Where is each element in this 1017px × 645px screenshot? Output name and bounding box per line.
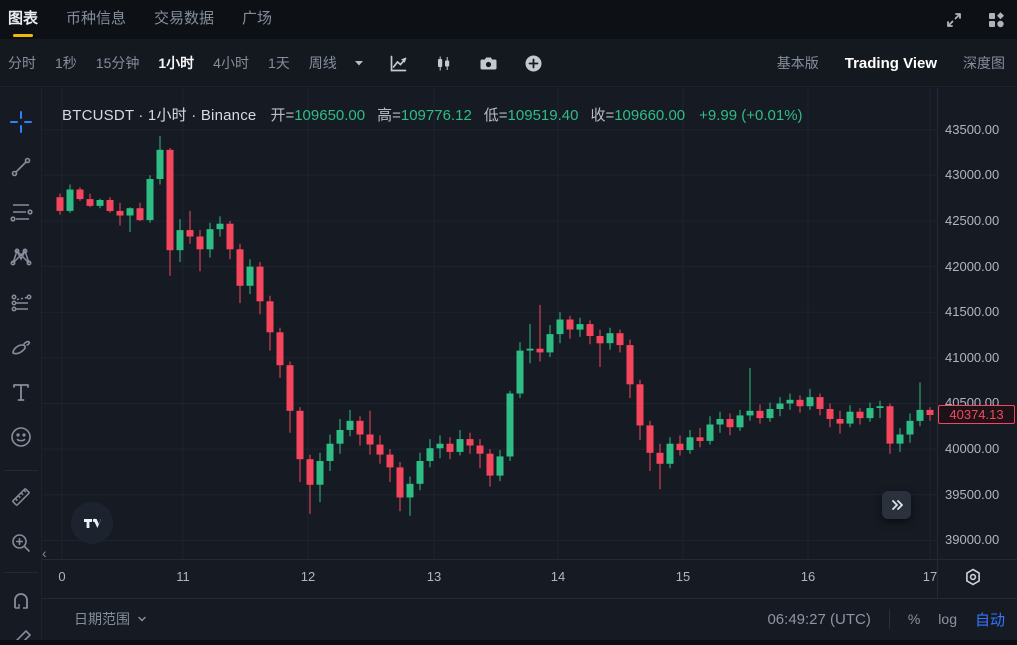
bottom-strip — [0, 640, 1017, 645]
interval-dropdown-icon[interactable] — [353, 57, 365, 69]
ruler-tool-icon[interactable] — [7, 483, 35, 511]
interval-分时[interactable]: 分时 — [8, 55, 36, 71]
price-axis-label: 43000.00 — [945, 167, 1000, 183]
price-axis[interactable]: 43500.00 43000.00 42500.00 42000.00 41500.00… — [937, 88, 1017, 559]
text-tool-icon[interactable] — [7, 378, 35, 406]
axis-settings-icon[interactable] — [961, 565, 985, 589]
bottom-bar: 日期范围 06:49:27 (UTC) % log 自动 — [42, 599, 1017, 639]
legend-ohlc-fields: 开=109650.00 高=109776.12 低=109519.40 收=10966… — [270, 104, 685, 125]
topbar-icons — [945, 11, 1005, 29]
emoji-tool-icon[interactable] — [7, 423, 35, 451]
forecast-tool-icon[interactable] — [7, 288, 35, 316]
clock-utc[interactable]: 06:49:27 (UTC) — [767, 610, 871, 628]
time-axis-label: 16 — [800, 569, 816, 584]
time-axis-border — [42, 559, 1017, 560]
date-range-button[interactable]: 日期范围 — [74, 609, 147, 629]
price-axis-label: 42000.00 — [945, 258, 1000, 274]
interval-1天[interactable]: 1天 — [267, 55, 290, 71]
zoom-in-tool-icon[interactable] — [7, 529, 35, 557]
time-axis-label: 0 — [58, 569, 66, 584]
main-tabs: 图表 币种信息 交易数据 广场 — [8, 0, 272, 40]
view-0[interactable]: 基本版 — [776, 55, 819, 71]
time-axis-label: 15 — [675, 569, 691, 584]
legend-field: 低=109519.40 — [483, 107, 579, 124]
top-tab-bar: 图表 币种信息 交易数据 广场 — [0, 0, 1017, 40]
toolbar-divider — [4, 470, 38, 471]
go-to-realtime-button[interactable] — [882, 491, 911, 519]
drawing-toolbar — [0, 88, 42, 645]
price-axis-border — [937, 88, 938, 598]
add-chart-icon[interactable] — [524, 54, 543, 73]
tradingview-logo[interactable] — [71, 502, 113, 544]
bottom-bar-border — [42, 598, 1017, 599]
trend-line-tool-icon[interactable] — [7, 153, 35, 181]
legend-change: +9.99 (+0.01%) — [699, 107, 803, 124]
crosshair-tool-icon[interactable] — [7, 108, 35, 136]
layout-grid-icon[interactable] — [987, 11, 1005, 29]
price-axis-label: 39500.00 — [945, 486, 1000, 502]
tab-1[interactable]: 币种信息 — [66, 9, 127, 27]
time-axis-label: 12 — [300, 569, 316, 584]
interval-4小时[interactable]: 4小时 — [213, 55, 249, 71]
time-axis-label: 11 — [176, 569, 190, 584]
brush-tool-icon[interactable] — [7, 333, 35, 361]
sidebar-collapse-arrow[interactable]: ‹ — [42, 545, 47, 561]
time-axis-label: 13 — [426, 569, 442, 584]
tab-3[interactable]: 广场 — [242, 9, 273, 27]
chart-plot[interactable] — [42, 88, 937, 559]
interval-15分钟[interactable]: 15分钟 — [95, 55, 140, 71]
auto-scale-button[interactable]: 自动 — [974, 611, 1005, 629]
date-range-label: 日期范围 — [74, 611, 130, 627]
xabcd-pattern-tool-icon[interactable] — [7, 243, 35, 271]
indicators-icon[interactable] — [389, 54, 408, 73]
time-axis-label: 17 — [922, 569, 937, 584]
last-price-tag: 40374.13 — [938, 405, 1015, 424]
chart-toolbar: 分时 1秒 15分钟 1小时 4小时 1天 周线 基本版 Trading View 深度图 — [0, 40, 1017, 87]
price-axis-label: 39000.00 — [945, 532, 1000, 548]
legend-field: 开=109650.00 — [270, 107, 366, 124]
candle-style-icon[interactable] — [434, 54, 453, 73]
interval-1秒[interactable]: 1秒 — [55, 55, 77, 71]
interval-周线[interactable]: 周线 — [308, 55, 337, 71]
view-1[interactable]: Trading View — [844, 54, 937, 72]
toolbar-divider — [4, 572, 38, 573]
view-switcher: 基本版 Trading View 深度图 — [777, 53, 1005, 73]
view-2[interactable]: 深度图 — [963, 55, 1005, 71]
fib-retracement-tool-icon[interactable] — [7, 198, 35, 226]
chevron-down-icon — [138, 616, 146, 622]
price-axis-label: 40000.00 — [945, 441, 1000, 457]
price-axis-label: 42500.00 — [945, 212, 1000, 228]
toolbar-icons — [389, 54, 543, 73]
interval-1小时[interactable]: 1小时 — [158, 55, 195, 71]
bottom-bar-right: 06:49:27 (UTC) % log 自动 — [767, 609, 1005, 630]
price-axis-label: 41500.00 — [945, 304, 1000, 320]
camera-icon[interactable] — [479, 54, 498, 73]
magnet-tool-icon[interactable] — [7, 586, 35, 614]
chart-legend: BTCUSDT · 1小时 · Binance 开=109650.00 高=109… — [62, 104, 803, 125]
legend-field: 高=109776.12 — [377, 107, 472, 124]
fullscreen-icon[interactable] — [945, 11, 963, 29]
tab-0[interactable]: 图表 — [8, 0, 38, 40]
interval-buttons: 分时 1秒 15分钟 1小时 4小时 1天 周线 — [8, 53, 337, 73]
legend-symbol: BTCUSDT · 1小时 · Binance — [62, 107, 257, 124]
time-axis[interactable]: 0 11 12 13 14 15 16 17 — [42, 559, 937, 598]
legend-field: 收=109660.00 — [590, 107, 686, 124]
time-axis-label: 14 — [550, 569, 566, 584]
active-tab-underline — [13, 33, 33, 37]
divider — [888, 609, 890, 629]
price-axis-label: 41000.00 — [945, 349, 1000, 365]
percent-scale-button[interactable]: % — [907, 611, 921, 627]
price-axis-label: 43500.00 — [945, 121, 1000, 137]
log-scale-button[interactable]: log — [938, 611, 957, 627]
tab-2[interactable]: 交易数据 — [154, 9, 215, 27]
